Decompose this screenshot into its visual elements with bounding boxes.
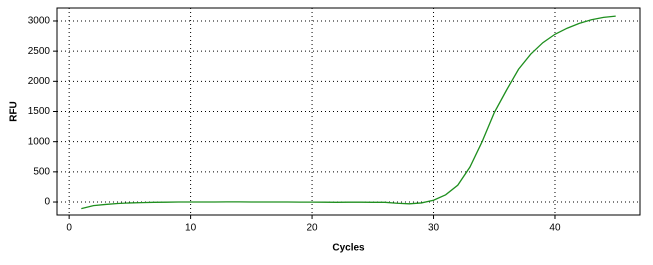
y-tick-label: 3000 — [28, 16, 51, 27]
y-tick-label: 2000 — [28, 76, 51, 87]
x-tick-label: 30 — [428, 223, 440, 234]
y-tick-label: 1000 — [28, 136, 51, 147]
x-tick-label: 0 — [66, 223, 72, 234]
data-line — [81, 15, 616, 210]
x-tick-label: 20 — [307, 223, 319, 234]
y-tick-label: 1500 — [28, 106, 51, 117]
x-tick-label: 40 — [549, 223, 561, 234]
x-axis-label: Cycles — [332, 243, 365, 254]
x-tick-label: 10 — [185, 223, 197, 234]
y-axis-label: RFU — [9, 101, 20, 122]
plot-frame — [56, 7, 641, 216]
y-tick-label: 2500 — [28, 46, 51, 57]
y-tick-label: 500 — [33, 166, 50, 177]
y-tick-label: 0 — [44, 197, 50, 208]
